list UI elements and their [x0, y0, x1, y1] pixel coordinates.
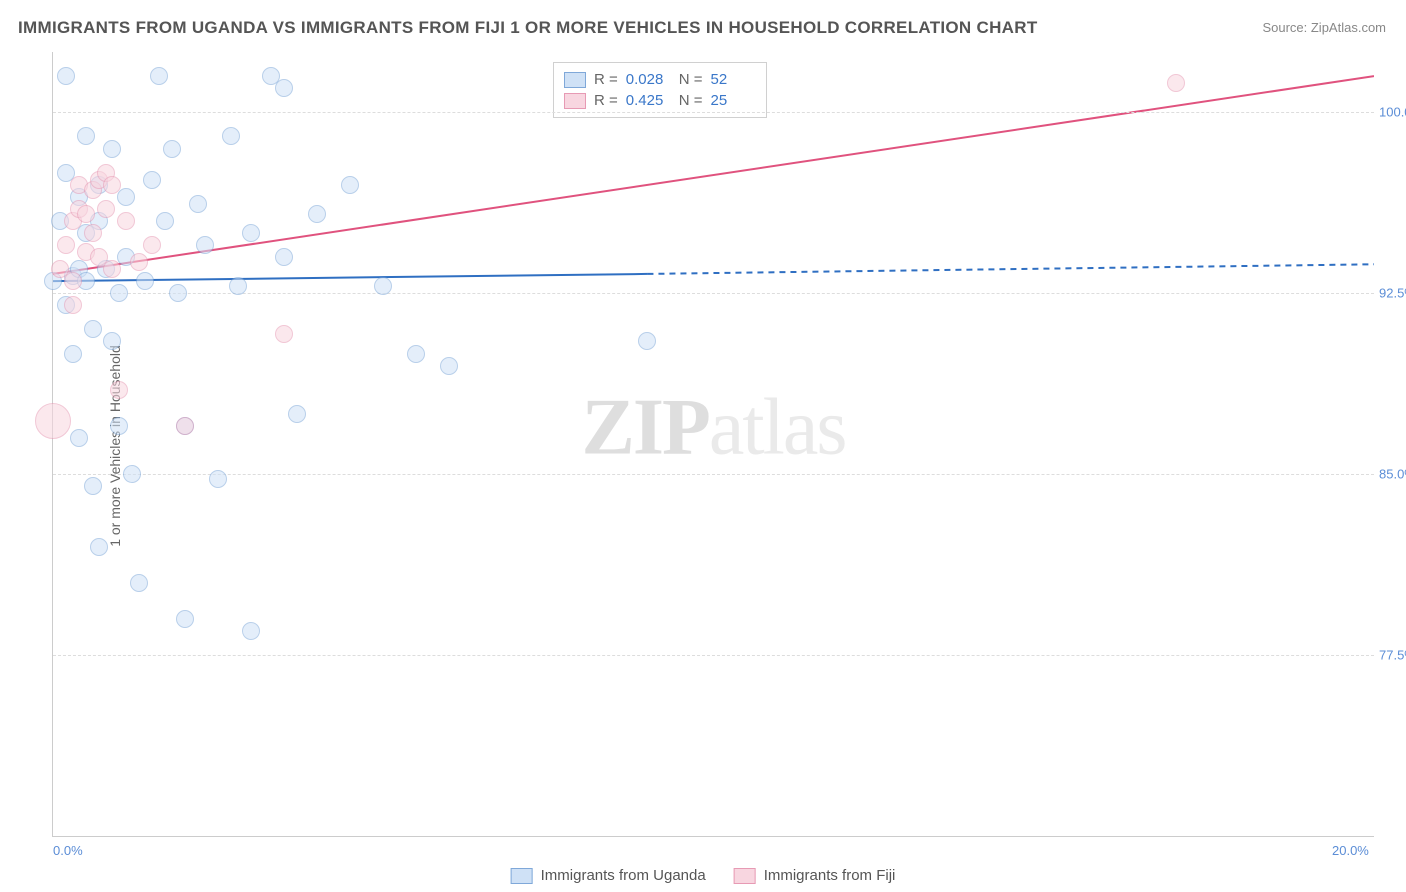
data-point-uganda: [103, 140, 121, 158]
r-value-fiji: 0.425: [626, 92, 671, 109]
correlation-legend: R = 0.028 N = 52 R = 0.425 N = 25: [553, 62, 767, 118]
legend-row-fiji: R = 0.425 N = 25: [564, 90, 756, 111]
data-point-fiji: [275, 325, 293, 343]
y-tick-label: 85.0%: [1379, 467, 1406, 482]
data-point-uganda: [123, 465, 141, 483]
data-point-uganda: [110, 284, 128, 302]
gridline-h: [53, 655, 1374, 656]
legend-row-uganda: R = 0.028 N = 52: [564, 69, 756, 90]
y-tick-label: 92.5%: [1379, 286, 1406, 301]
swatch-uganda: [564, 72, 586, 88]
gridline-h: [53, 112, 1374, 113]
data-point-uganda: [150, 67, 168, 85]
data-point-fiji: [84, 224, 102, 242]
data-point-uganda: [288, 405, 306, 423]
data-point-uganda: [84, 320, 102, 338]
data-point-uganda: [77, 127, 95, 145]
data-point-uganda: [103, 332, 121, 350]
chart-container: IMMIGRANTS FROM UGANDA VS IMMIGRANTS FRO…: [0, 0, 1406, 892]
data-point-uganda: [64, 345, 82, 363]
swatch-fiji: [564, 93, 586, 109]
data-point-fiji: [64, 296, 82, 314]
data-point-uganda: [90, 538, 108, 556]
data-point-uganda: [70, 429, 88, 447]
data-point-uganda: [176, 610, 194, 628]
watermark-atlas: atlas: [709, 384, 846, 472]
data-point-uganda: [275, 248, 293, 266]
data-point-uganda: [143, 171, 161, 189]
chart-title: IMMIGRANTS FROM UGANDA VS IMMIGRANTS FRO…: [18, 18, 1038, 38]
y-tick-label: 100.0%: [1379, 105, 1406, 120]
data-point-uganda: [275, 79, 293, 97]
legend-label-fiji: Immigrants from Fiji: [764, 867, 896, 884]
data-point-fiji: [143, 236, 161, 254]
n-label: N =: [679, 71, 703, 88]
data-point-uganda: [169, 284, 187, 302]
data-point-fiji: [103, 260, 121, 278]
swatch-fiji: [734, 868, 756, 884]
n-label: N =: [679, 92, 703, 109]
data-point-fiji: [117, 212, 135, 230]
data-point-uganda: [84, 477, 102, 495]
data-point-uganda: [308, 205, 326, 223]
series-legend: Immigrants from Uganda Immigrants from F…: [511, 867, 896, 884]
gridline-h: [53, 293, 1374, 294]
legend-item-uganda: Immigrants from Uganda: [511, 867, 706, 884]
data-point-fiji: [1167, 74, 1185, 92]
r-value-uganda: 0.028: [626, 71, 671, 88]
data-point-uganda: [163, 140, 181, 158]
data-point-uganda: [209, 470, 227, 488]
data-point-fiji: [57, 236, 75, 254]
data-point-uganda: [189, 195, 207, 213]
plot-area: ZIPatlas R = 0.028 N = 52 R = 0.425 N = …: [52, 52, 1374, 837]
swatch-uganda: [511, 868, 533, 884]
legend-item-fiji: Immigrants from Fiji: [734, 867, 896, 884]
data-point-fiji: [64, 272, 82, 290]
y-tick-label: 77.5%: [1379, 648, 1406, 663]
data-point-fiji: [103, 176, 121, 194]
data-point-uganda: [374, 277, 392, 295]
data-point-uganda: [407, 345, 425, 363]
trend-lines: [53, 52, 1374, 836]
data-point-uganda: [242, 224, 260, 242]
data-point-fiji: [130, 253, 148, 271]
n-value-fiji: 25: [711, 92, 756, 109]
data-point-fiji: [77, 205, 95, 223]
gridline-h: [53, 474, 1374, 475]
data-point-uganda: [222, 127, 240, 145]
legend-label-uganda: Immigrants from Uganda: [541, 867, 706, 884]
data-point-uganda: [156, 212, 174, 230]
r-label: R =: [594, 71, 618, 88]
data-point-fiji: [110, 381, 128, 399]
x-tick-label: 0.0%: [53, 843, 83, 858]
data-point-uganda: [196, 236, 214, 254]
data-point-uganda: [110, 417, 128, 435]
watermark: ZIPatlas: [582, 383, 846, 474]
data-point-uganda: [130, 574, 148, 592]
watermark-zip: ZIP: [582, 384, 709, 472]
data-point-fiji: [176, 417, 194, 435]
r-label: R =: [594, 92, 618, 109]
data-point-fiji: [97, 200, 115, 218]
source-label: Source: ZipAtlas.com: [1262, 20, 1386, 35]
data-point-uganda: [57, 67, 75, 85]
data-point-uganda: [341, 176, 359, 194]
data-point-uganda: [229, 277, 247, 295]
data-point-uganda: [136, 272, 154, 290]
x-tick-label: 20.0%: [1332, 843, 1369, 858]
data-point-fiji: [35, 403, 71, 439]
data-point-uganda: [638, 332, 656, 350]
data-point-uganda: [440, 357, 458, 375]
n-value-uganda: 52: [711, 71, 756, 88]
data-point-uganda: [242, 622, 260, 640]
